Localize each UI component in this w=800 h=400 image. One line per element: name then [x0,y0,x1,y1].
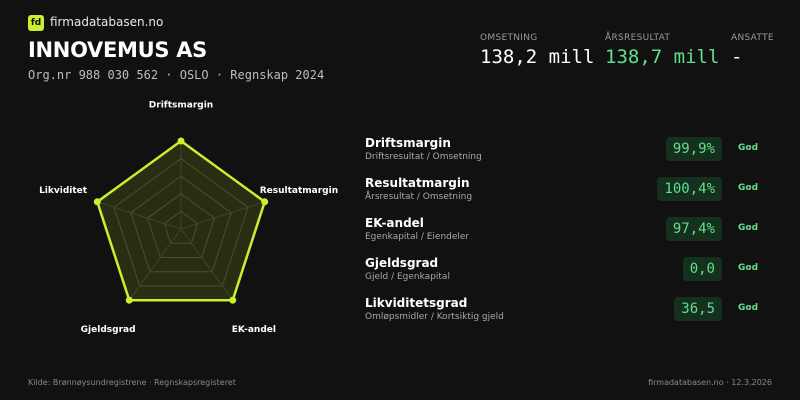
logo: fd [28,15,44,31]
metric-value: 36,5 [674,297,722,321]
kpi-label: ANSATTE [731,33,774,43]
kpi-label: OMSETNING [480,33,538,43]
metric-status: God [738,303,759,313]
metric-description: Gjeld / Egenkapital [365,272,450,282]
axis-label: Resultatmargin [260,186,338,196]
metric-description: Egenkapital / Eiendeler [365,232,470,242]
metric-name: Gjeldsgrad [365,256,439,270]
metric-value: 97,4% [665,217,722,241]
company-name: INNOVEMUS AS [28,38,208,62]
axis-label: Driftsmargin [149,101,213,111]
axis-label: EK-andel [232,325,276,335]
metric-description: Årsresultat / Omsetning [365,192,473,202]
brand: firmadatabasen.no [50,15,164,29]
kpi-value: 138,7 mill [605,46,720,68]
grid-ring [130,175,232,273]
kpi-label: ÅRSRESULTAT [605,33,671,43]
spoke [180,201,265,230]
metric-name: EK-andel [365,216,424,230]
metric-name: Resultatmargin [365,176,470,190]
axis-label: Gjeldsgrad [81,325,136,335]
spoke [180,228,234,301]
metric-status: God [738,223,759,233]
radar-point [93,198,101,206]
metric-value: 0,0 [682,257,722,281]
radar-point [177,137,185,145]
metric-name: Driftsmargin [365,136,451,150]
kpi-value: - [731,46,743,68]
radar-point [229,296,237,304]
kpi-value: 138,2 mill [480,46,595,68]
metric-value: 99,9% [665,137,722,161]
metric-name: Likviditetsgrad [365,296,468,310]
radar-point [261,198,269,206]
spoke [97,201,182,230]
spoke [128,228,182,301]
grid-ring [163,210,199,244]
radar-chart: Driftsmargin Resultatmargin EK-andel Gjelds… [39,101,338,335]
grid-ring [113,157,249,287]
company-subtitle: Org.nr 988 030 562 · OSLO · Regnskap 202… [28,68,325,82]
metric-status: God [738,263,759,273]
footer-site: firmadatabasen.no · 12.3.2026 [648,378,772,387]
metric-description: Driftsresultat / Omsetning [365,152,482,162]
radar-point [125,296,133,304]
axis-label: Likviditet [39,186,88,196]
metric-value: 100,4% [657,177,722,201]
metric-status: God [738,143,759,153]
metric-status: God [738,183,759,193]
footer-source: Kilde: Brønnøysundregistrene · Regnskaps… [28,378,236,387]
metric-description: Omløpsmidler / Kortsiktig gjeld [365,312,504,322]
radar-area [96,139,266,302]
grid-ring [146,193,216,258]
